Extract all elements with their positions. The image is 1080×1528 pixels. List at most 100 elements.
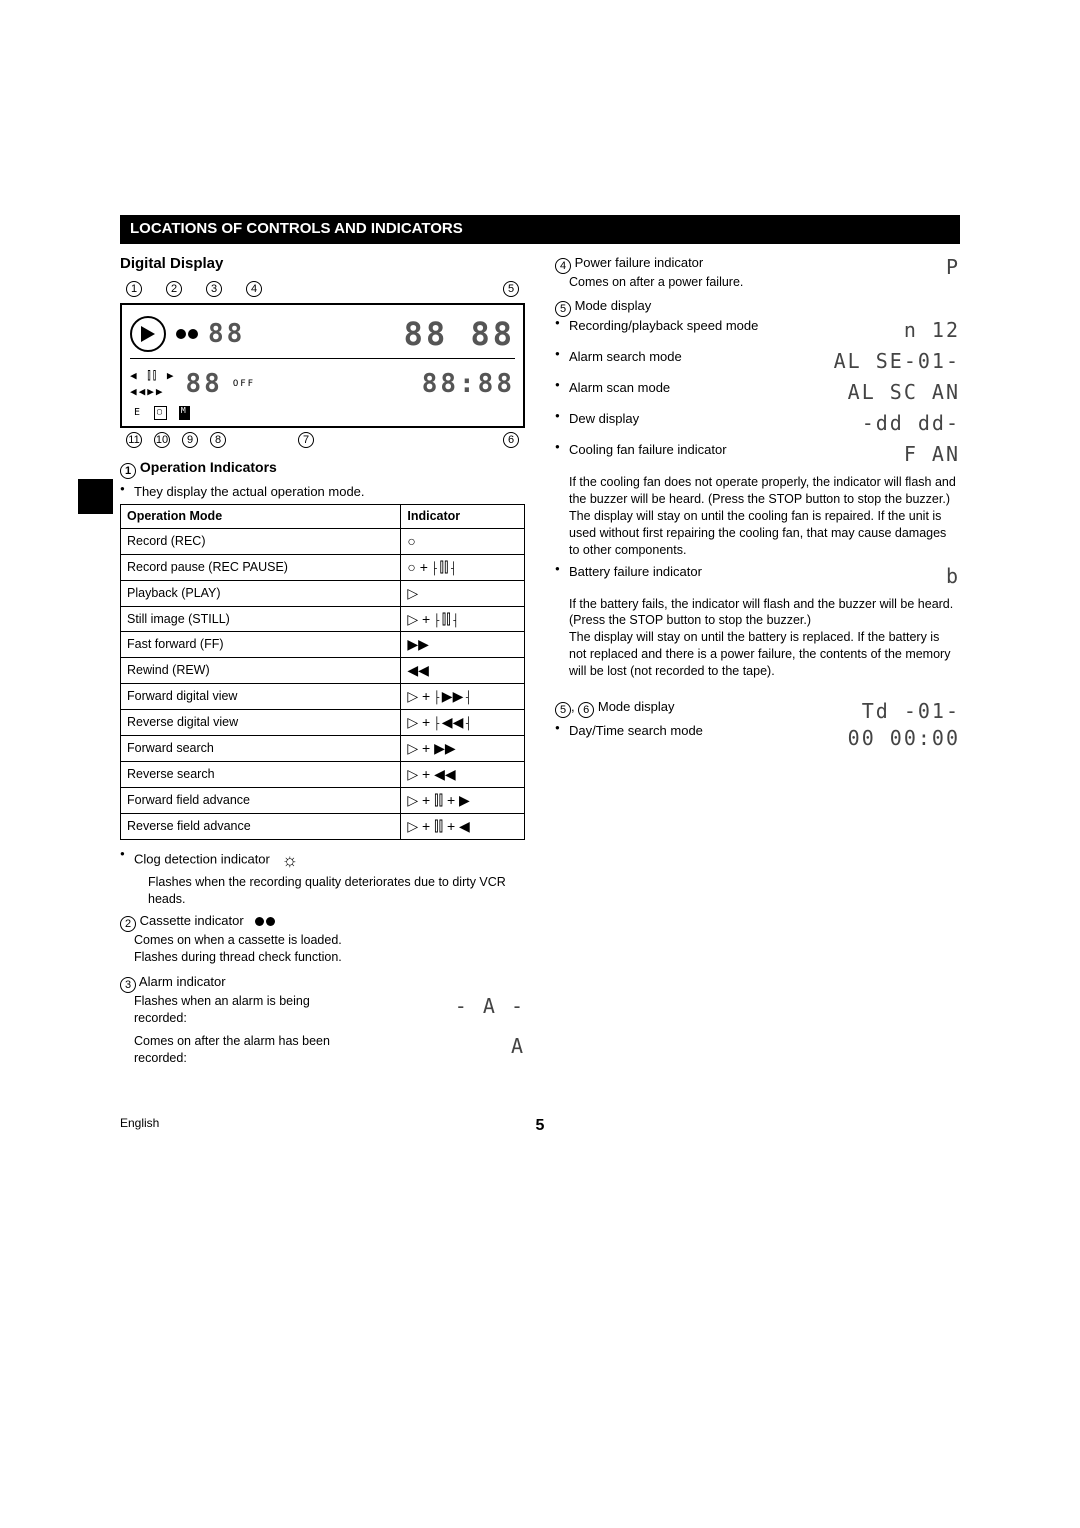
left-column: Digital Display 1 2 3 4 5 88 88 88 ◀ ⫿⫿ … [120,254,525,1075]
footer-lang: English [120,1116,159,1130]
mode-rec-d: n 12 [810,317,960,344]
heading-digital-display: Digital Display [120,254,525,274]
right-column: 4 Power failure indicator Comes on after… [555,254,960,1075]
mode-dew-d: -dd dd- [810,410,960,437]
table-row: Rewind (REW)◀◀ [121,658,525,684]
e-label: E [134,406,142,420]
op-intro: They display the actual operation mode. [134,483,525,501]
table-row: Fast forward (FF)▶▶ [121,632,525,658]
mode-block: 5 Mode display Recording/playback speed … [555,297,960,680]
mode-rec-l: Recording/playback speed mode [569,317,800,335]
tbl-h-mode: Operation Mode [121,505,401,529]
mode56-block: 5, 6 Mode display Day/Time search mode T… [555,698,960,752]
mode56-ref2: 6 [578,702,594,718]
alarm-block: 3 Alarm indicator Flashes when an alarm … [120,973,525,1067]
mode-alsearch-d: AL SE-01- [810,348,960,375]
operation-mode-table: Operation Mode Indicator Record (REC)○Re… [120,504,525,840]
mode-cell: Playback (PLAY) [121,580,401,606]
alarm-l1: Flashes when an alarm is being recorded: [134,993,365,1027]
seg-time-big: 88 88 [404,313,515,356]
cass-label: Cassette indicator [140,913,244,928]
indicator-cell: ▷ [401,580,525,606]
off-label: OFF [233,378,255,390]
diagram-refs-bottom: 11 10 9 8 7 6 [120,432,525,448]
mode-cell: Reverse search [121,761,401,787]
fan-text: If the cooling fan does not operate prop… [569,474,960,558]
indicator-cell: ◀◀ [401,658,525,684]
table-row: Record (REC)○ [121,528,525,554]
ref-9: 9 [182,432,198,448]
table-row: Reverse field advance▷ + ⫿⫿ + ◀ [121,813,525,839]
table-row: Forward digital view▷ + ⸠▶▶⸡ [121,684,525,710]
pf-text: Comes on after a power failure. [555,274,800,291]
fan-l: Cooling fan failure indicator [569,441,800,459]
indicator-cell: ▷ + ◀◀ [401,761,525,787]
page-number: 5 [536,1115,545,1137]
table-row: Reverse digital view▷ + ⸠◀◀⸡ [121,710,525,736]
batt-text2: The display will stay on until the batte… [569,629,960,680]
mode-cell: Reverse field advance [121,813,401,839]
pf-block: 4 Power failure indicator Comes on after… [555,254,960,291]
indicator-cell: ▷ + ⸠▶▶⸡ [401,684,525,710]
mode-label: Mode display [575,298,652,313]
mode56-d2: 00 00:00 [810,725,960,752]
batt-d: b [810,563,960,590]
play-mode-icon [130,316,166,352]
alarm-disp1: - A - [375,993,525,1020]
seg-alarm: 88 [208,317,245,352]
lcd-diagram: 88 88 88 ◀ ⫿⫿ ▶ ◀◀▶▶ 88 OFF 88:88 E ▢ M [120,303,525,428]
indicator-cell: ▷ + ⫿⫿ + ▶ [401,787,525,813]
cassette-symbol [255,917,275,926]
ref-7: 7 [298,432,314,448]
mode-cell: Forward field advance [121,787,401,813]
indicator-cell: ○ [401,528,525,554]
ref-4: 4 [246,281,262,297]
two-column-layout: Digital Display 1 2 3 4 5 88 88 88 ◀ ⫿⫿ … [120,254,960,1075]
page-edge-tab [78,479,113,514]
clog-icon: ☼ [281,848,298,872]
diagram-refs-top: 1 2 3 4 5 [120,281,525,297]
batt-l: Battery failure indicator [569,563,800,581]
transport-icons: ◀ ⫿⫿ ▶ ◀◀▶▶ [130,369,176,401]
ref-1: 1 [126,281,142,297]
mode-cell: Forward digital view [121,684,401,710]
mode-cell: Forward search [121,736,401,762]
cassette-icon [176,329,198,339]
ref-6: 6 [503,432,519,448]
mode-cell: Fast forward (FF) [121,632,401,658]
pf-label: Power failure indicator [575,255,704,270]
table-row: Record pause (REC PAUSE)○ + ⸠⫿⫿⸡ [121,554,525,580]
mode-cell: Still image (STILL) [121,606,401,632]
alarm-disp2: A [375,1033,525,1060]
rec-box-icon: ▢ [154,406,167,420]
mode-dew-l: Dew display [569,410,800,428]
clog-block: Clog detection indicator ☼ Flashes when … [120,848,525,908]
table-row: Still image (STILL)▷ + ⸠⫿⫿⸡ [121,606,525,632]
page-footer: English 5 [120,1115,960,1135]
mode-alsearch-l: Alarm search mode [569,348,800,366]
mode-cell: Rewind (REW) [121,658,401,684]
ref-10: 10 [154,432,170,448]
mode-cell: Record pause (REC PAUSE) [121,554,401,580]
alarm-ref: 3 [120,977,136,993]
table-row: Playback (PLAY)▷ [121,580,525,606]
mode-cell: Reverse digital view [121,710,401,736]
m-label: M [179,406,190,420]
seg-date: 88 [186,367,223,402]
cassette-block: 2 Cassette indicator Comes on when a cas… [120,912,525,966]
indicator-cell: ▷ + ⸠◀◀⸡ [401,710,525,736]
pf-icon: P [810,254,960,281]
cass-l2: Flashes during thread check function. [120,949,525,966]
op-intro-list: They display the actual operation mode. [120,483,525,501]
mode-ref: 5 [555,301,571,317]
ref-2: 2 [166,281,182,297]
ref-11: 11 [126,432,142,448]
op-ref: 1 [120,463,136,479]
heading-operation-indicators: 1 Operation Indicators [120,458,525,479]
clog-label: Clog detection indicator [134,851,270,866]
section-title-bar: LOCATIONS OF CONTROLS AND INDICATORS [120,215,960,244]
ref-5: 5 [503,281,519,297]
indicator-cell: ▷ + ▶▶ [401,736,525,762]
indicator-cell: ▶▶ [401,632,525,658]
seg-clock: 88:88 [422,367,515,402]
